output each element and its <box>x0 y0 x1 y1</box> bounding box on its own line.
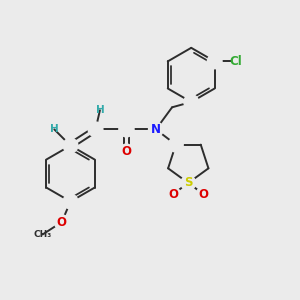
Circle shape <box>119 122 134 137</box>
Circle shape <box>196 187 211 202</box>
Text: O: O <box>168 188 178 201</box>
Text: O: O <box>199 188 208 201</box>
Circle shape <box>119 122 134 137</box>
Text: N: N <box>151 123 161 136</box>
Circle shape <box>89 123 102 136</box>
Circle shape <box>148 122 163 137</box>
Circle shape <box>54 215 69 230</box>
Circle shape <box>119 144 134 159</box>
Text: CH₃: CH₃ <box>33 230 52 239</box>
Circle shape <box>169 137 183 152</box>
Circle shape <box>64 139 77 152</box>
Circle shape <box>120 123 133 136</box>
Text: Cl: Cl <box>230 55 243 68</box>
Circle shape <box>184 94 199 110</box>
Text: H: H <box>50 124 59 134</box>
Text: O: O <box>57 216 67 229</box>
Circle shape <box>63 138 78 153</box>
Circle shape <box>88 122 103 137</box>
Text: O: O <box>122 145 131 158</box>
Circle shape <box>166 187 180 202</box>
Text: S: S <box>184 176 193 190</box>
Text: H: H <box>96 105 104 115</box>
Circle shape <box>181 176 196 190</box>
Circle shape <box>207 54 222 69</box>
Circle shape <box>63 194 78 209</box>
